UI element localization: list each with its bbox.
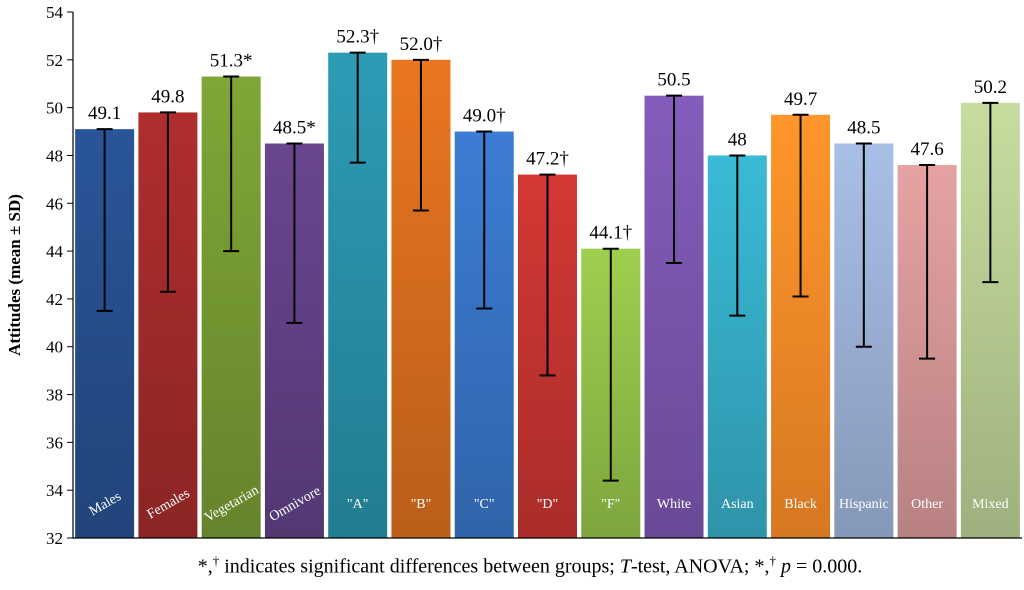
data-label: 49.1 xyxy=(88,103,121,124)
data-label: 52.0† xyxy=(400,34,443,55)
y-axis-ticks: 32 34 36 38 40 42 44 46 48 50 52 54 xyxy=(46,3,73,548)
error-bar xyxy=(96,128,113,312)
error-bar xyxy=(223,75,240,253)
error-bar xyxy=(476,130,493,310)
data-label: 48 xyxy=(728,129,747,150)
y-axis-title-group: Attitudes (mean ± SD) xyxy=(5,194,24,356)
error-bar xyxy=(729,154,746,317)
category-label: "C" xyxy=(474,497,495,512)
error-bars-group xyxy=(96,51,999,482)
data-label: 50.5 xyxy=(657,70,690,91)
error-bar xyxy=(286,142,303,324)
y-tick-label: 52 xyxy=(46,51,63,70)
y-tick-label: 54 xyxy=(46,3,64,22)
error-bar xyxy=(539,173,556,377)
data-label: 48.5* xyxy=(273,118,316,139)
y-tick-label: 42 xyxy=(46,290,63,309)
data-label: 51.3* xyxy=(210,51,253,72)
category-label: "A" xyxy=(347,497,369,512)
y-tick-label: 48 xyxy=(46,146,63,165)
footnote: *,† indicates significant differences be… xyxy=(197,553,863,578)
data-labels-group: 49.1 49.8 51.3* 48.5* 52.3† 52.0† 49.0† 47.2† 44… xyxy=(88,27,1007,244)
data-label: 49.7 xyxy=(784,89,817,110)
error-bar xyxy=(602,247,619,482)
error-bar xyxy=(982,101,999,284)
y-tick-label: 46 xyxy=(46,194,63,213)
category-label: "F" xyxy=(601,497,620,512)
y-tick-label: 34 xyxy=(46,481,64,500)
y-tick-label: 50 xyxy=(46,99,63,118)
error-bar xyxy=(159,111,176,293)
category-label: "D" xyxy=(537,497,559,512)
data-label: 47.2† xyxy=(526,149,569,170)
bar-chart: Attitudes (mean ± SD) 32 34 36 38 40 42 44 46 48… xyxy=(5,3,1022,548)
y-tick-label: 38 xyxy=(46,386,63,405)
data-label: 50.2 xyxy=(974,77,1007,98)
category-label: Other xyxy=(911,497,943,512)
data-label: 48.5 xyxy=(847,118,880,139)
y-axis-title: Attitudes (mean ± SD) xyxy=(5,194,24,356)
category-label: Hispanic xyxy=(839,497,889,512)
error-bar xyxy=(412,58,429,212)
y-tick-label: 32 xyxy=(46,529,63,548)
category-label: Black xyxy=(784,497,817,512)
y-tick-label: 40 xyxy=(46,338,63,357)
error-bar xyxy=(855,142,872,348)
category-label: Asian xyxy=(721,497,754,512)
category-label: Mixed xyxy=(972,497,1009,512)
error-bar xyxy=(792,113,809,298)
error-bar xyxy=(349,51,366,164)
error-bar xyxy=(666,94,683,265)
data-label: 44.1† xyxy=(589,223,632,244)
data-label: 49.0† xyxy=(463,106,506,127)
y-tick-label: 44 xyxy=(46,242,64,261)
data-label: 47.6 xyxy=(910,139,943,160)
data-label: 52.3† xyxy=(336,27,379,48)
bars-group xyxy=(75,52,1020,539)
y-tick-label: 36 xyxy=(46,433,63,452)
error-bar xyxy=(919,164,936,360)
category-label: White xyxy=(657,497,691,512)
axes-group xyxy=(72,12,1022,539)
category-label: "B" xyxy=(411,497,432,512)
data-label: 49.8 xyxy=(151,86,184,107)
